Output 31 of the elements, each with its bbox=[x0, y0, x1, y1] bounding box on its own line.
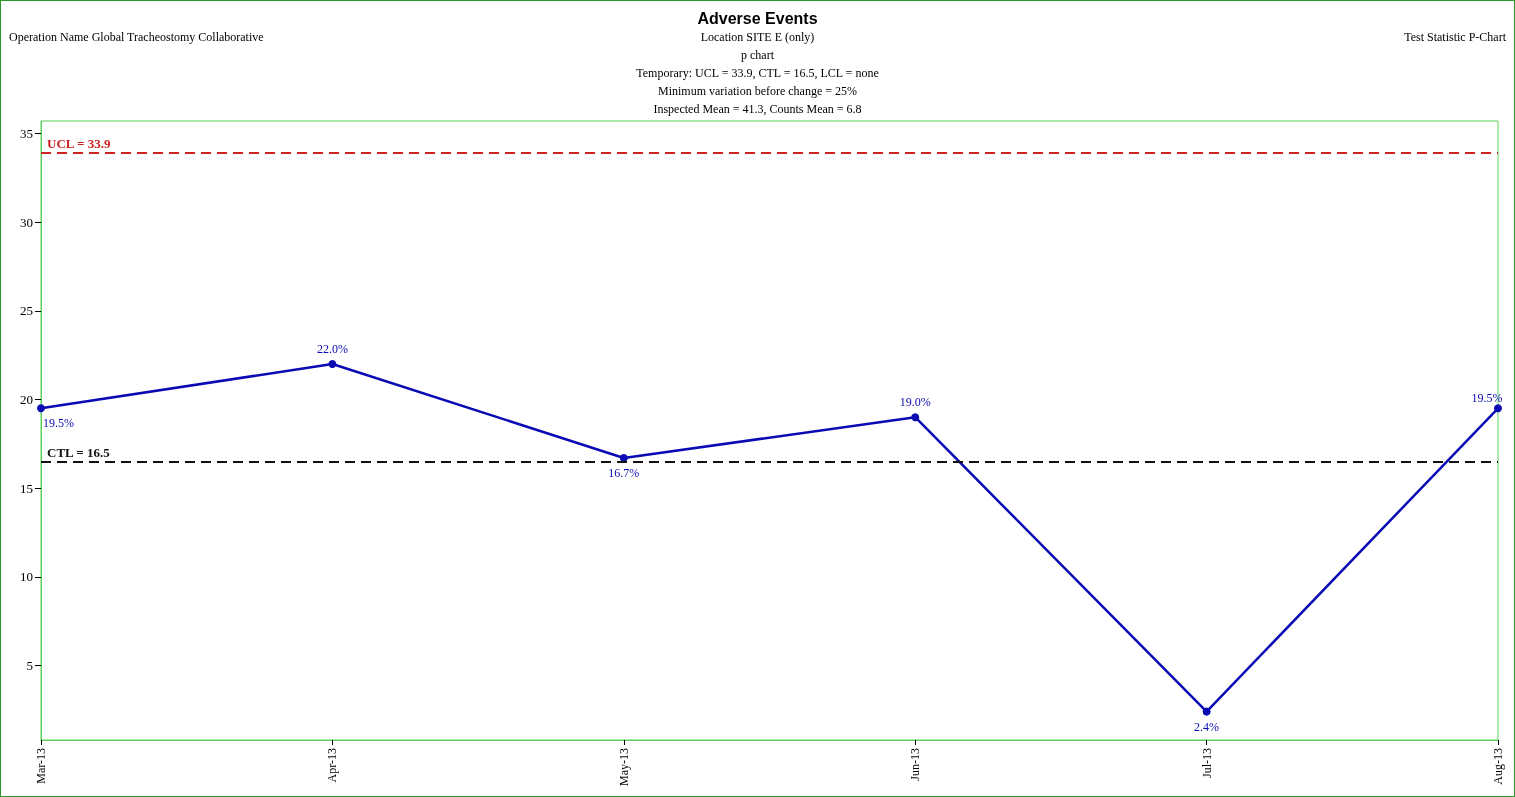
point bbox=[911, 413, 920, 422]
x-tick-label: Mar-13 bbox=[34, 748, 48, 784]
point bbox=[1202, 707, 1211, 716]
y-tick-label: 25 bbox=[20, 303, 33, 319]
data-label: 19.0% bbox=[899, 395, 931, 410]
data-label: 16.7% bbox=[608, 465, 640, 480]
x-tick-label: Jun-13 bbox=[908, 748, 923, 781]
x-tick-label: Aug-13 bbox=[1491, 748, 1505, 785]
data-label: 19.5% bbox=[43, 416, 74, 431]
point bbox=[328, 359, 337, 368]
text: Operation Name Global Tracheostomy Collaborative bbox=[9, 30, 264, 45]
x-tick-label: Jul-13 bbox=[1199, 748, 1214, 778]
y-tick-label: 20 bbox=[20, 391, 33, 407]
x-tick-label: May-13 bbox=[616, 748, 631, 786]
y-tick-label: 30 bbox=[20, 214, 33, 230]
ref-line-label: UCL = 33.9 bbox=[47, 135, 111, 151]
data-label: 2.4% bbox=[1194, 719, 1220, 734]
y-tick-label: 5 bbox=[26, 658, 33, 674]
y-tick-label: 35 bbox=[20, 125, 33, 141]
y-tick-label: 10 bbox=[20, 569, 33, 585]
ref-line-label: CTL = 16.5 bbox=[47, 444, 111, 460]
chart-subtitle: Location SITE E (only) p chart Temporary: UCL = 33.9, CTL = 16.5, LCL = none Minimum variation before change = 25% Inspected Mean = 41.3, Counts Mean = 6.8 bbox=[636, 30, 879, 116]
point bbox=[619, 453, 628, 462]
x-tick-label: Apr-13 bbox=[325, 748, 340, 783]
y-tick-label: 15 bbox=[20, 480, 33, 496]
text: Test Statistic P-Chart bbox=[1404, 30, 1506, 45]
data-label: 22.0% bbox=[316, 341, 348, 356]
data-label: 19.5% bbox=[1471, 391, 1503, 406]
chart-title: Adverse Events bbox=[697, 9, 818, 27]
point bbox=[37, 404, 45, 413]
point bbox=[1494, 404, 1502, 413]
